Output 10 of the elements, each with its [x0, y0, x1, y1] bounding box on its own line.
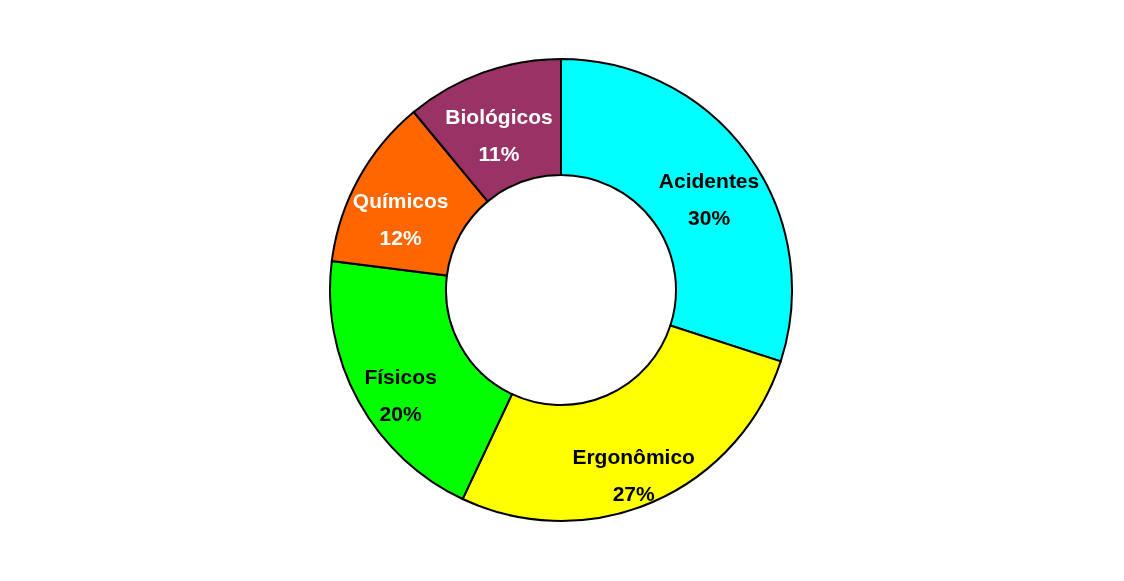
slice-label: Químicos — [352, 188, 449, 212]
slice-label: Ergonômico — [572, 444, 695, 468]
slice-label: Acidentes — [658, 169, 760, 193]
data-label: 27% — [612, 481, 656, 505]
data-label: 20% — [379, 402, 422, 426]
data-label: 12% — [379, 225, 422, 249]
slice-label: Físicos — [364, 365, 437, 389]
data-label: 11% — [478, 141, 520, 165]
data-label: 30% — [688, 206, 731, 230]
slice-label: Biológicos — [445, 104, 553, 128]
